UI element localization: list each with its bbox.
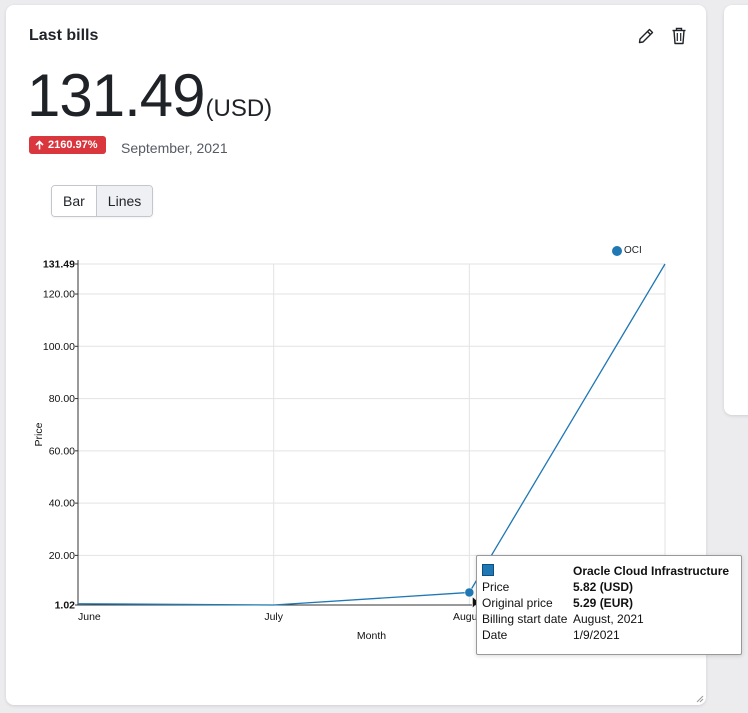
x-tick-label: June: [78, 611, 101, 623]
x-tick-label: July: [264, 611, 283, 623]
y-tick-label: 40.00: [49, 498, 75, 510]
tooltip-key: Date: [482, 628, 508, 642]
y-tick-label: 80.00: [49, 393, 75, 405]
change-badge: 2160.97%: [29, 136, 106, 154]
change-percent: 2160.97%: [48, 139, 98, 151]
x-axis-label: Month: [357, 630, 386, 642]
total-amount: 131.49: [27, 62, 206, 129]
tooltip-key: Original price: [482, 596, 553, 610]
y-tick-label: 131.49: [43, 259, 75, 271]
tooltip-row: Billing start date August, 2021: [482, 611, 729, 627]
tooltip-value: 5.82 (USD): [573, 580, 634, 594]
tooltip-key: Billing start date: [482, 612, 568, 626]
trash-icon[interactable]: [668, 25, 690, 47]
tooltip-key: Price: [482, 580, 510, 594]
data-point-highlighted[interactable]: [464, 587, 475, 598]
tooltip-value: 5.29 (EUR): [573, 596, 634, 610]
tooltip-value: 1/9/2021: [573, 628, 620, 642]
tooltip-row: Date 1/9/2021: [482, 627, 729, 643]
chart-tooltip: Oracle Cloud Infrastructure Price 5.82 (…: [476, 555, 742, 655]
y-axis-label: Price: [33, 422, 45, 446]
chart-legend[interactable]: OCI: [612, 245, 642, 256]
lines-toggle-button[interactable]: Lines: [95, 186, 153, 216]
legend-swatch: [612, 245, 622, 256]
tooltip-table: Oracle Cloud Infrastructure Price 5.82 (…: [482, 563, 729, 643]
last-bills-card: Last bills 131.49(USD) 2160.97% Septembe…: [6, 5, 742, 705]
legend-label: OCI: [624, 245, 642, 256]
y-tick-label: 1.02: [55, 600, 76, 612]
y-tick-label: 60.00: [49, 445, 75, 457]
period-label: September, 2021: [121, 140, 228, 156]
y-tick-label: 20.00: [49, 550, 75, 562]
y-tick-label: 120.00: [43, 289, 75, 301]
tooltip-swatch: [482, 563, 494, 576]
tooltip-title: Oracle Cloud Infrastructure: [573, 564, 730, 578]
arrow-up-icon: [35, 140, 44, 150]
tooltip-row: Price 5.82 (USD): [482, 579, 729, 595]
tooltip-value: August, 2021: [573, 612, 644, 626]
bar-toggle-button[interactable]: Bar: [52, 186, 96, 216]
chart-type-toggle[interactable]: Bar Lines: [51, 185, 154, 217]
resize-handle[interactable]: [696, 695, 704, 703]
total-currency: (USD): [205, 95, 273, 122]
tooltip-header: Oracle Cloud Infrastructure: [482, 563, 729, 579]
pencil-icon[interactable]: [635, 25, 657, 47]
adjacent-card: [724, 5, 748, 415]
total-value: 131.49(USD): [27, 61, 272, 130]
card-title: Last bills: [29, 27, 99, 44]
y-tick-label: 100.00: [43, 341, 75, 353]
series-line-oci: [77, 263, 666, 606]
tooltip-row: Original price 5.29 (EUR): [482, 595, 729, 611]
